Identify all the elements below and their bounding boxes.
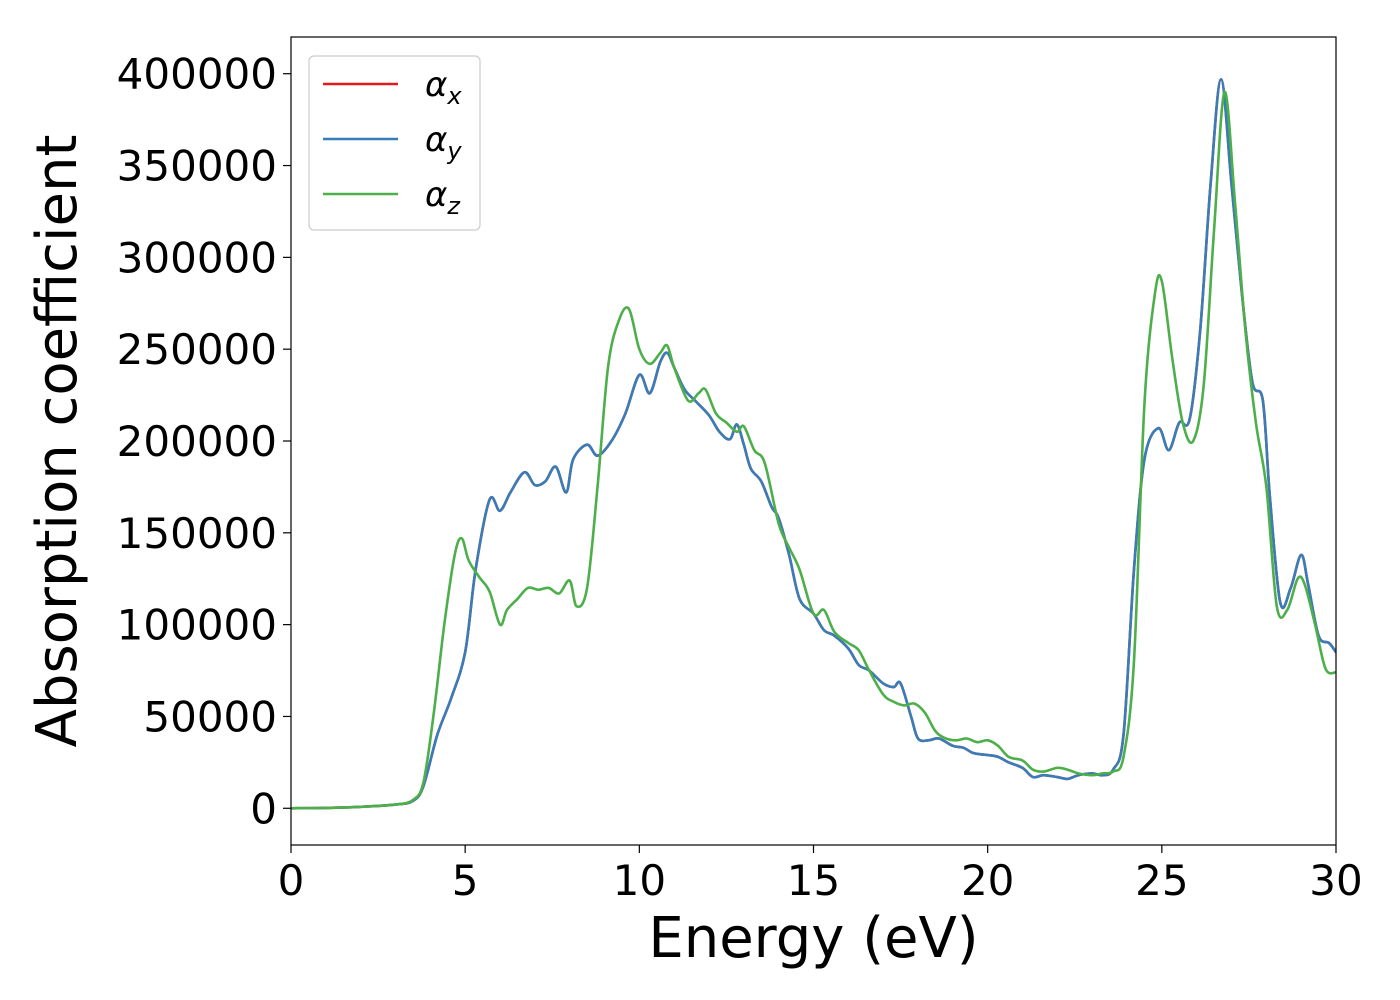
x-tick-label: 10: [613, 856, 666, 905]
x-tick-label: 5: [452, 856, 479, 905]
x-axis-ticks: 0 5 10 15 20 25 30: [278, 845, 1363, 905]
y-tick-label: 200000: [117, 417, 277, 466]
y-tick-label: 250000: [117, 325, 277, 374]
plot-area-frame: [290, 36, 1337, 846]
series-line-alpha-z: [291, 90, 1336, 810]
legend-box: [308, 55, 481, 231]
x-tick-label: 15: [787, 856, 840, 905]
y-tick-label: 150000: [117, 509, 277, 558]
series-layer: [291, 77, 1336, 810]
x-tick-label: 30: [1309, 856, 1362, 905]
y-axis-ticks: 0 50000 100000 150000 200000 250000 300000 3500…: [117, 50, 291, 833]
series-line-alpha-y: [291, 77, 1336, 810]
x-axis-label: Energy (eV): [648, 906, 978, 971]
x-tick-label: 20: [961, 856, 1014, 905]
y-tick-label: 0: [250, 784, 277, 833]
x-tick-label: 0: [278, 856, 305, 905]
y-tick-label: 400000: [117, 50, 277, 99]
y-tick-label: 350000: [117, 142, 277, 191]
y-tick-label: 50000: [143, 692, 277, 741]
y-tick-label: 100000: [117, 601, 277, 650]
x-tick-label: 25: [1135, 856, 1188, 905]
y-tick-label: 300000: [117, 233, 277, 282]
y-axis-label: Absorption coefficient: [25, 135, 90, 748]
